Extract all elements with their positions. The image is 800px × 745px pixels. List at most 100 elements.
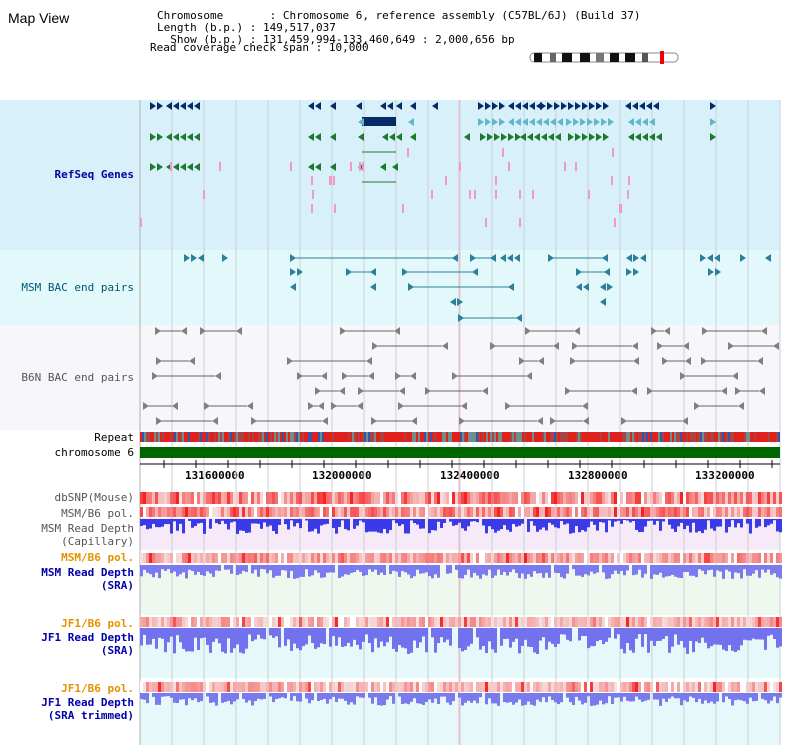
track-label-jf1-pol-1[interactable]: JF1/B6 pol. [61, 617, 134, 630]
track-label-refseq[interactable]: RefSeq Genes [54, 168, 134, 181]
jf1-sra-depth [392, 628, 395, 649]
track-label-msm-pol-1[interactable]: MSM/B6 pol. [61, 507, 134, 520]
refseq-gene [194, 102, 200, 110]
msm-pol-heat [758, 507, 761, 517]
chromosome-ideogram[interactable] [529, 51, 679, 64]
track-label-msm-sra-1[interactable]: MSM Read Depth [41, 566, 134, 579]
repeat-segment [344, 432, 346, 442]
jf1-pol2-heat [752, 682, 755, 692]
jf1-pol2-heat [410, 682, 413, 692]
dbsnp-heat [776, 492, 779, 504]
msm-pol2-heat [695, 553, 698, 563]
repeat-segment [260, 432, 262, 442]
jf1-sra-depth [152, 628, 155, 639]
jf1-pol-heat [320, 617, 323, 627]
refseq-gene [187, 163, 193, 171]
msm-cap-depth [251, 519, 254, 524]
msm-pol2-heat [251, 553, 254, 563]
msm-pol2-heat [320, 553, 323, 563]
msm-cap-depth [374, 519, 377, 532]
repeat-segment [254, 432, 256, 442]
repeat-segment [326, 432, 328, 442]
dbsnp-heat [359, 492, 362, 504]
track-label-msm-pol-2[interactable]: MSM/B6 pol. [61, 551, 134, 564]
jf1-pol2-heat [707, 682, 710, 692]
msm-bac-end [408, 283, 414, 291]
jf1-trim-depth [251, 693, 254, 706]
jf1-pol-heat [779, 617, 782, 627]
msm-bac-end [370, 283, 376, 291]
track-label-jf1-pol-2[interactable]: JF1/B6 pol. [61, 682, 134, 695]
msm-sra-depth [752, 565, 755, 574]
refseq-gene [380, 102, 386, 110]
refseq-marker [333, 176, 335, 185]
repeat-segment [478, 432, 480, 442]
msm-sra-depth [713, 565, 716, 577]
dbsnp-heat [242, 492, 245, 504]
jf1-trim-depth [296, 693, 299, 702]
jf1-sra-depth [365, 628, 368, 635]
jf1-pol2-heat [359, 682, 362, 692]
jf1-sra-depth [146, 628, 149, 645]
track-label-repeat[interactable]: Repeat [94, 431, 134, 444]
msm-sra-depth [287, 565, 290, 579]
refseq-gene [529, 118, 535, 126]
msm-pol-heat [407, 507, 410, 517]
jf1-pol2-heat [344, 682, 347, 692]
msm-cap-depth [491, 519, 494, 530]
msm-pol-heat [458, 507, 461, 517]
msm-pol-heat [275, 507, 278, 517]
msm-pol2-heat [497, 553, 500, 563]
msm-pol-heat [278, 507, 281, 517]
jf1-pol2-heat [485, 682, 488, 692]
jf1-pol2-heat [149, 682, 152, 692]
track-label-msm-bac[interactable]: MSM BAC end pairs [21, 281, 134, 294]
dbsnp-heat [701, 492, 704, 504]
refseq-gene [180, 102, 186, 110]
track-label-chromosome[interactable]: chromosome 6 [54, 446, 134, 459]
jf1-trim-depth [659, 693, 662, 706]
jf1-pol-heat [695, 617, 698, 627]
jf1-pol2-heat [266, 682, 269, 692]
b6n-bac-end [583, 417, 589, 425]
dbsnp-heat [335, 492, 338, 504]
jf1-pol-heat [332, 617, 335, 627]
jf1-pol-heat [731, 617, 734, 627]
refseq-gene [150, 133, 156, 141]
repeat-segment [148, 432, 150, 442]
msm-cap-depth [701, 519, 704, 534]
jf1-pol2-heat [254, 682, 257, 692]
msm-pol-heat [299, 507, 302, 517]
track-label-dbsnp[interactable]: dbSNP(Mouse) [54, 491, 134, 504]
repeat-segment [576, 432, 578, 442]
track-label-msm-cap-1[interactable]: MSM Read Depth [41, 522, 134, 535]
track-label-jf1-trim-1[interactable]: JF1 Read Depth [41, 696, 134, 709]
repeat-segment [710, 432, 712, 442]
jf1-sra-depth [707, 628, 710, 649]
msm-pol-heat [317, 507, 320, 517]
jf1-trim-depth [350, 693, 353, 703]
jf1-sra-depth [167, 628, 170, 643]
repeat-segment [476, 432, 478, 442]
jf1-sra-depth [413, 628, 416, 641]
track-label-msm-cap-2: (Capillary) [61, 535, 134, 548]
repeat-segment [646, 432, 648, 442]
refseq-gene [557, 118, 563, 126]
msm-pol-heat [578, 507, 581, 517]
b6n-bac-end [490, 342, 496, 350]
msm-sra-depth [770, 565, 773, 575]
dbsnp-heat [179, 492, 182, 504]
jf1-sra-depth [545, 628, 548, 650]
msm-pol-heat [350, 507, 353, 517]
track-label-jf1-sra-1[interactable]: JF1 Read Depth [41, 631, 134, 644]
track-label-b6n-bac[interactable]: B6N BAC end pairs [21, 371, 134, 384]
repeat-segment [526, 432, 528, 442]
jf1-sra-depth [761, 628, 764, 640]
jf1-pol2-heat [689, 682, 692, 692]
b6n-bac-end [582, 402, 588, 410]
repeat-segment [412, 432, 414, 442]
refseq-gene [157, 102, 163, 110]
msm-cap-depth [605, 519, 608, 533]
dbsnp-heat [437, 492, 440, 504]
